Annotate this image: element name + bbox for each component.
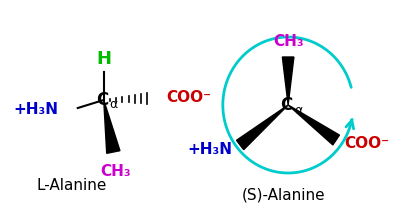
Polygon shape [104, 100, 120, 153]
Polygon shape [236, 105, 288, 150]
Text: C: C [96, 91, 108, 109]
Text: α: α [109, 99, 118, 112]
Text: COO⁻: COO⁻ [166, 90, 211, 105]
Text: H: H [96, 50, 111, 68]
Text: L-Alanine: L-Alanine [37, 177, 107, 192]
Text: C: C [280, 96, 292, 114]
Text: COO⁻: COO⁻ [344, 135, 389, 151]
Text: +H₃N: +H₃N [13, 103, 59, 118]
Text: CH₃: CH₃ [100, 164, 131, 179]
Text: +H₃N: +H₃N [187, 143, 232, 158]
Text: (S)-Alanine: (S)-Alanine [242, 187, 325, 202]
Text: CH₃: CH₃ [273, 34, 303, 49]
Polygon shape [282, 57, 294, 105]
Polygon shape [288, 105, 339, 145]
Text: α: α [294, 103, 302, 116]
